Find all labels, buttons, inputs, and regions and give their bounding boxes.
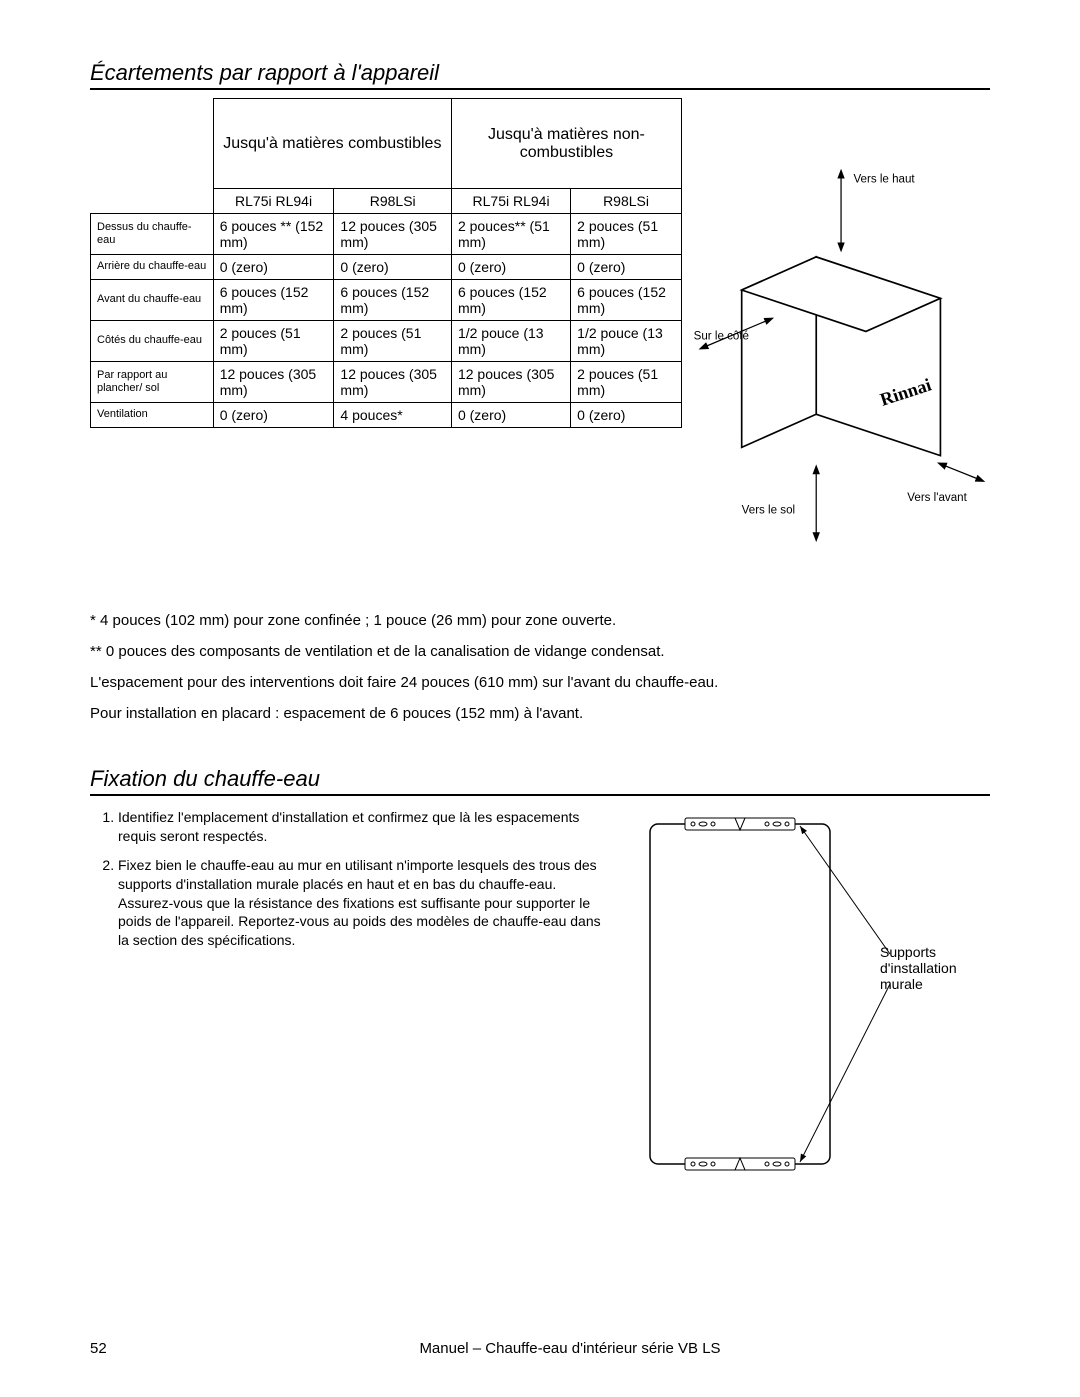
sub-2: RL75i RL94i <box>451 189 570 214</box>
clearance-table: Jusqu'à matières combustibles Jusqu'à ma… <box>90 98 682 428</box>
mounting-diagram: Supports d'installation murale <box>630 804 990 1184</box>
table-row: Avant du chauffe-eau 6 pouces (152 mm) 6… <box>91 280 682 321</box>
section2-title: Fixation du chauffe-eau <box>90 766 990 796</box>
fixation-steps: Identifiez l'emplacement d'installation … <box>90 804 610 960</box>
label-floor: Vers le sol <box>742 505 795 517</box>
page-number: 52 <box>90 1340 150 1357</box>
note: L'espacement pour des interventions doit… <box>90 674 990 691</box>
header-combustible: Jusqu'à matières combustibles <box>213 99 451 189</box>
footer: 52 Manuel – Chauffe-eau d'intérieur séri… <box>90 1340 990 1357</box>
label-top: Vers le haut <box>853 173 915 185</box>
sub-1: R98LSi <box>334 189 452 214</box>
label-side: Sur le côté <box>694 331 749 343</box>
note: Pour installation en placard : espacemen… <box>90 705 990 722</box>
sub-0: RL75i RL94i <box>213 189 334 214</box>
table-row: Ventilation 0 (zero) 4 pouces* 0 (zero) … <box>91 403 682 428</box>
mounting-label: Supports d'installation murale <box>880 944 990 992</box>
note: * 4 pouces (102 mm) pour zone confinée ;… <box>90 612 990 629</box>
page: Écartements par rapport à l'appareil Jus… <box>0 0 1080 1397</box>
table-row: Arrière du chauffe-eau 0 (zero) 0 (zero)… <box>91 255 682 280</box>
header-noncombustible: Jusqu'à matières non-combustibles <box>451 99 681 189</box>
table-row: Côtés du chauffe-eau 2 pouces (51 mm) 2 … <box>91 321 682 362</box>
sub-3: R98LSi <box>571 189 682 214</box>
note: ** 0 pouces des composants de ventilatio… <box>90 643 990 660</box>
table-row: Dessus du chauffe-eau 6 pouces ** (152 m… <box>91 214 682 255</box>
table-row: Par rapport au plancher/ sol 12 pouces (… <box>91 362 682 403</box>
footer-title: Manuel – Chauffe-eau d'intérieur série V… <box>150 1340 990 1357</box>
label-front: Vers l'avant <box>907 492 967 504</box>
notes-block: * 4 pouces (102 mm) pour zone confinée ;… <box>90 612 990 722</box>
section2-content: Identifiez l'emplacement d'installation … <box>90 804 990 1184</box>
step: Fixez bien le chauffe-eau au mur en util… <box>118 856 610 950</box>
section1-content: Jusqu'à matières combustibles Jusqu'à ma… <box>90 98 990 598</box>
clearance-diagram: Rinnai Vers le haut Sur le côté Vers l'a… <box>692 98 990 598</box>
step: Identifiez l'emplacement d'installation … <box>118 808 610 846</box>
section1-title: Écartements par rapport à l'appareil <box>90 60 990 90</box>
